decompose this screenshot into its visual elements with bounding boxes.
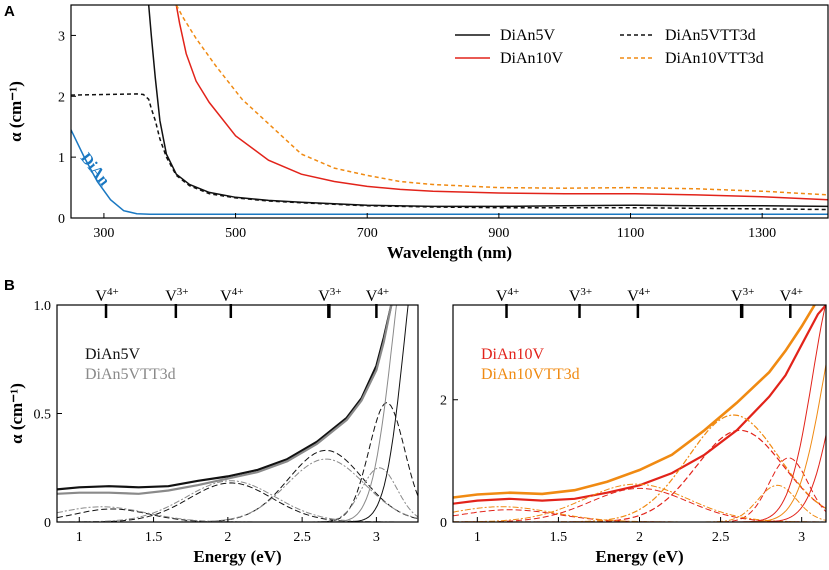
chart0-xtick-label-3: 900 [488,226,509,241]
chart0-ytick-label-0: 0 [58,212,65,227]
chart1-legend-label-1: DiAn5VTT3d [85,366,176,383]
chart2-frame [452,304,827,523]
chart2-series-5 [453,457,826,522]
chart0-series-1 [71,93,828,211]
chart2-ytick-label-1: 2 [440,394,447,409]
chart1-ytick-label-1: 0.5 [34,408,52,423]
panel-label-a: A [4,3,15,20]
chart2-vlabel-0: V4+ [496,286,519,305]
chart2-xtick-label-0: 1 [474,530,481,545]
chart2-series-7 [453,483,826,522]
chart0-annotation: DiAn [77,150,113,189]
chart2-legend-label-1: DiAn10VTT3d [481,366,580,383]
chart1-frame [56,304,419,523]
chart2-series-6 [453,506,826,522]
chart2-legend-label-0: DiAn10V [481,346,545,363]
chart2-xtick-label-2: 2 [636,530,643,545]
chart1-xlabel: Energy (eV) [193,547,281,566]
chart0-legend-label-1: DiAn10V [500,50,564,67]
chart0-xlabel: Wavelength (nm) [387,243,512,262]
chart1-series-1 [57,305,393,495]
chart0-xtick-label-1: 500 [225,226,246,241]
chart0-series-0 [147,5,828,208]
chart2-xtick-label-1: 1.5 [550,530,568,545]
chart2-vlabel-1: V3+ [569,286,592,305]
chart2-xtick-label-4: 3 [798,530,805,545]
chart1-vlabel-1: V3+ [165,286,188,305]
chart0-xtick-label-0: 300 [93,226,114,241]
chart2-series-10 [453,305,826,522]
chart2-series-1 [453,305,816,499]
chart0-ytick-label-2: 2 [58,90,65,105]
chart0-legend-label-2: DiAn5VTT3d [665,27,756,44]
chart0-xtick-label-4: 1100 [617,226,644,241]
panel-label-b: B [4,277,15,294]
chart1-series-5 [57,402,418,522]
chart1-series-11 [57,305,409,522]
chart1-vlabel-0: V4+ [95,286,118,305]
chart2-vlabel-4: V4+ [780,286,803,305]
chart0-ytick-label-1: 1 [58,151,65,166]
chart0-series-4 [71,129,828,216]
chart2-ytick-label-0: 0 [440,516,447,531]
chart1-xtick-label-4: 3 [373,530,380,545]
chart1-vlabel-3: V3+ [318,286,341,305]
chart1-ytick-label-2: 1.0 [34,299,52,314]
chart1-series-3 [57,482,418,522]
chart0-legend-label-3: DiAn10VTT3d [665,50,764,67]
chart1-vlabel-2: V4+ [220,286,243,305]
chart1-series-8 [57,458,418,522]
chart1-series-10 [57,305,397,522]
chart2-series-0 [453,305,826,505]
chart0-frame [70,4,829,219]
chart1-xtick-label-1: 1.5 [145,530,163,545]
chart0-ylabel: α (cm⁻¹) [6,81,25,142]
chart2-vlabel-2: V4+ [627,286,650,305]
chart1-legend-label-0: DiAn5V [85,346,141,363]
chart2-series-8 [453,414,826,522]
chart1-vlabel-4: V4+ [366,286,389,305]
chart2-vlabel-3: V3+ [731,286,754,305]
chart2-xlabel: Energy (eV) [595,547,683,566]
chart2-xtick-label-3: 2.5 [712,530,730,545]
chart0-xtick-label-5: 1300 [748,226,776,241]
chart0-legend-label-0: DiAn5V [500,27,556,44]
chart2-series-9 [453,484,826,522]
chart1-series-0 [57,305,393,491]
chart0-xtick-label-2: 700 [357,226,378,241]
chart0-series-2 [175,5,828,201]
chart1-ytick-label-0: 0 [44,516,51,531]
chart0-ytick-label-3: 3 [58,29,65,44]
chart1-ylabel: α (cm⁻¹) [7,383,26,444]
chart1-xtick-label-3: 2.5 [293,530,311,545]
chart1-xtick-label-2: 2 [224,530,231,545]
chart2-series-11 [453,364,826,522]
chart1-xtick-label-0: 1 [76,530,83,545]
